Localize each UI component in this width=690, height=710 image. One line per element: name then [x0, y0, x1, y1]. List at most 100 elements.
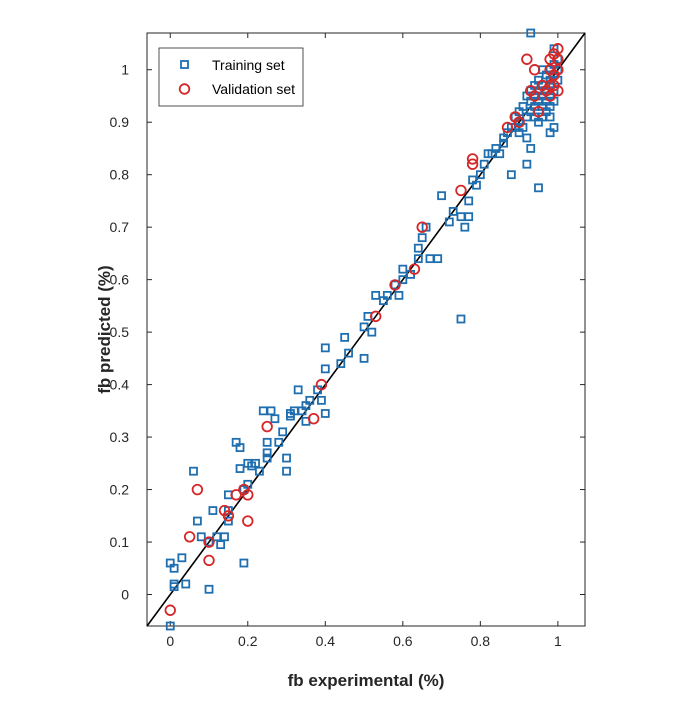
training-point [413, 243, 423, 253]
training-series [165, 28, 563, 631]
validation-point [261, 420, 273, 433]
training-point [448, 207, 458, 216]
training-point [522, 159, 532, 169]
validation-point [242, 515, 254, 527]
x-tick-label: 0.4 [316, 633, 336, 649]
validation-point [191, 483, 204, 496]
training-point [196, 532, 206, 542]
validation-point [528, 64, 541, 76]
training-point [278, 427, 288, 437]
training-point [340, 332, 350, 342]
training-point [204, 537, 214, 547]
training-point [223, 516, 233, 526]
validation-point [501, 121, 514, 134]
training-point [258, 406, 268, 416]
training-point [526, 144, 536, 153]
validation-point [455, 184, 467, 197]
training-point [398, 264, 408, 274]
training-point [181, 579, 191, 589]
training-point [394, 290, 404, 300]
y-tick-label: 0.7 [110, 219, 130, 235]
training-point [169, 582, 179, 592]
validation-point [552, 53, 564, 65]
x-tick-label: 0.2 [238, 633, 258, 649]
training-point [526, 28, 536, 38]
legend: Training set Validation set [158, 47, 304, 107]
training-point [270, 414, 280, 424]
training-point [549, 123, 559, 132]
y-tick-label: 0.1 [110, 534, 130, 550]
x-axis-label: fb experimental (%) [288, 671, 445, 690]
training-point [262, 453, 272, 463]
training-point [464, 196, 474, 206]
training-point [336, 359, 346, 369]
training-point [320, 343, 330, 353]
y-tick-label: 0.2 [110, 482, 130, 498]
training-point [437, 191, 446, 201]
training-point [262, 448, 272, 458]
x-tick-label: 0.8 [471, 633, 491, 649]
training-point [456, 212, 466, 222]
training-point [398, 275, 408, 285]
training-point [262, 437, 272, 447]
training-point [472, 180, 481, 190]
training-point [204, 584, 214, 594]
validation-point [528, 90, 541, 102]
validation-point [389, 279, 401, 291]
training-point [413, 254, 423, 264]
training-point [499, 138, 509, 148]
y-tick-label: 0.8 [110, 167, 130, 183]
x-tick-label: 0 [166, 633, 174, 649]
y-ticks: 0 0.1 0.2 0.3 0.4 0.5 0.6 0.7 0.8 0.9 1 [110, 62, 585, 603]
training-point [320, 364, 330, 374]
legend-box [158, 47, 304, 107]
validation-point [544, 90, 556, 102]
training-point [255, 466, 264, 476]
y-tick-label: 0.9 [110, 114, 130, 130]
training-point [534, 183, 543, 193]
training-point [545, 112, 555, 122]
legend-training-label: Training set [212, 57, 285, 73]
x-ticks: 0 0.2 0.4 0.6 0.8 1 [166, 33, 562, 649]
y-tick-label: 0 [121, 587, 129, 603]
axes-frame [146, 32, 586, 627]
training-point [320, 409, 330, 418]
y-axis-label: fb predicted (%) [95, 265, 114, 393]
training-point [216, 540, 226, 550]
validation-point [552, 85, 564, 97]
training-point [417, 233, 427, 243]
training-point [479, 159, 489, 169]
training-point [177, 553, 187, 563]
legend-validation-label: Validation set [212, 81, 295, 97]
legend-validation-marker [178, 83, 191, 95]
training-point [344, 348, 353, 358]
training-point [192, 516, 202, 526]
training-point [274, 437, 284, 447]
validation-point [230, 489, 242, 501]
training-point [464, 212, 474, 222]
training-point [282, 466, 291, 476]
validation-point [532, 106, 545, 118]
training-point [518, 102, 528, 111]
validation-point [369, 310, 382, 323]
validation-point [466, 158, 479, 170]
training-point [433, 254, 443, 264]
training-point [220, 532, 229, 542]
training-point [189, 466, 198, 476]
training-point [456, 314, 466, 324]
x-tick-label: 1 [554, 633, 562, 649]
training-point [522, 133, 532, 143]
validation-point [203, 554, 215, 567]
training-point [359, 353, 369, 363]
training-point [239, 558, 249, 568]
training-point [371, 290, 381, 300]
axes-box [146, 32, 586, 627]
validation-point [521, 53, 533, 65]
validation-point [203, 536, 215, 548]
training-point [208, 506, 218, 515]
training-point [390, 280, 400, 290]
validation-point [315, 378, 328, 391]
training-point [444, 217, 454, 227]
training-point [235, 443, 245, 452]
training-point [382, 290, 392, 300]
